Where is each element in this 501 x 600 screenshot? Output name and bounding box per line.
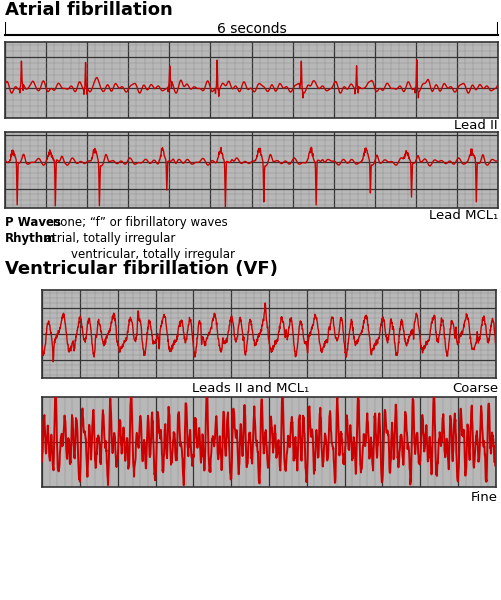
Text: Ventricular fibrillation (VF): Ventricular fibrillation (VF) (5, 260, 278, 278)
Text: ventricular, totally irregular: ventricular, totally irregular (41, 248, 235, 261)
Text: none; “f” or fibrillatory waves: none; “f” or fibrillatory waves (49, 216, 228, 229)
Text: Leads II and MCL₁: Leads II and MCL₁ (192, 382, 309, 395)
Text: Coarse: Coarse (452, 382, 498, 395)
Text: Lead II: Lead II (454, 119, 498, 132)
Text: Lead MCL₁: Lead MCL₁ (429, 209, 498, 222)
Text: P Waves: P Waves (5, 216, 61, 229)
Text: Atrial fibrillation: Atrial fibrillation (5, 1, 173, 19)
Text: 6 seconds: 6 seconds (216, 22, 287, 36)
Text: Fine: Fine (471, 491, 498, 504)
Text: atrial, totally irregular: atrial, totally irregular (41, 232, 175, 245)
Text: Rhythm: Rhythm (5, 232, 56, 245)
